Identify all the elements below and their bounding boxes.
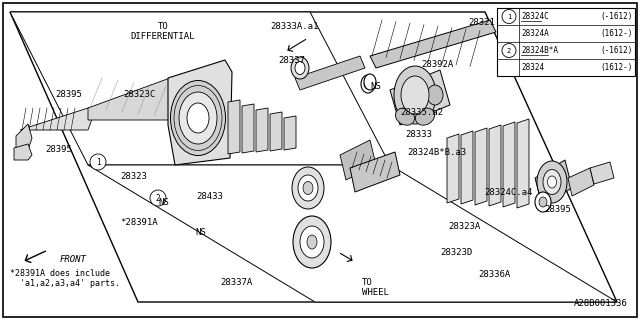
Ellipse shape xyxy=(547,176,557,188)
Text: (1612-): (1612-) xyxy=(600,63,633,72)
Text: NS: NS xyxy=(370,82,381,91)
Ellipse shape xyxy=(179,92,217,144)
Ellipse shape xyxy=(298,175,318,201)
Polygon shape xyxy=(10,12,617,302)
Text: 28324C: 28324C xyxy=(521,12,548,21)
Ellipse shape xyxy=(396,108,415,125)
Polygon shape xyxy=(295,56,365,90)
Circle shape xyxy=(150,190,166,206)
Text: 28323C: 28323C xyxy=(123,90,156,99)
Text: 28336A: 28336A xyxy=(478,270,510,279)
Text: 28324: 28324 xyxy=(521,63,544,72)
Polygon shape xyxy=(88,165,617,302)
Circle shape xyxy=(502,44,516,58)
Text: NS: NS xyxy=(158,198,169,207)
Text: A28B001336: A28B001336 xyxy=(574,299,628,308)
Text: 28395: 28395 xyxy=(55,90,82,99)
Text: 28321: 28321 xyxy=(468,18,495,27)
Ellipse shape xyxy=(539,197,547,207)
Text: (-1612): (-1612) xyxy=(600,12,633,21)
Ellipse shape xyxy=(537,161,567,203)
Polygon shape xyxy=(447,134,459,203)
Polygon shape xyxy=(535,160,572,205)
Polygon shape xyxy=(503,122,515,207)
Ellipse shape xyxy=(394,66,436,124)
Polygon shape xyxy=(88,78,178,120)
Text: *28391A does include
  'a1,a2,a3,a4' parts.: *28391A does include 'a1,a2,a3,a4' parts… xyxy=(10,268,120,288)
Polygon shape xyxy=(284,116,296,150)
Polygon shape xyxy=(370,20,496,68)
Text: 28324B*B.a3: 28324B*B.a3 xyxy=(407,148,466,157)
Polygon shape xyxy=(350,152,400,192)
Ellipse shape xyxy=(292,167,324,209)
Ellipse shape xyxy=(293,216,331,268)
Text: FRONT: FRONT xyxy=(60,255,87,264)
Ellipse shape xyxy=(364,79,372,89)
Text: 28324B*A: 28324B*A xyxy=(521,46,558,55)
Circle shape xyxy=(90,154,106,170)
Text: 28337A: 28337A xyxy=(220,278,252,287)
Ellipse shape xyxy=(427,85,443,105)
Polygon shape xyxy=(568,168,594,196)
Polygon shape xyxy=(340,140,376,180)
Polygon shape xyxy=(517,119,529,208)
Text: 28433: 28433 xyxy=(196,192,223,201)
Polygon shape xyxy=(242,104,254,153)
Ellipse shape xyxy=(361,75,375,93)
Ellipse shape xyxy=(401,76,429,114)
Text: 1: 1 xyxy=(96,157,100,166)
Text: 28395: 28395 xyxy=(544,205,571,214)
Text: NS: NS xyxy=(195,228,205,237)
Text: TO
DIFFERENTIAL: TO DIFFERENTIAL xyxy=(131,22,195,41)
Text: 2: 2 xyxy=(156,194,160,203)
Text: 28333: 28333 xyxy=(405,130,432,139)
Polygon shape xyxy=(16,124,32,150)
Text: 28392A: 28392A xyxy=(421,60,453,69)
Text: 28333A.a1: 28333A.a1 xyxy=(270,22,318,31)
Polygon shape xyxy=(590,162,614,184)
Polygon shape xyxy=(20,108,96,130)
Text: 28395: 28395 xyxy=(45,145,72,154)
Ellipse shape xyxy=(300,226,324,258)
Text: 28323: 28323 xyxy=(120,172,147,181)
Polygon shape xyxy=(475,128,487,205)
Ellipse shape xyxy=(415,108,435,125)
Ellipse shape xyxy=(543,170,561,195)
Polygon shape xyxy=(256,108,268,152)
Text: 1: 1 xyxy=(507,13,511,20)
Polygon shape xyxy=(168,60,232,165)
Ellipse shape xyxy=(295,61,305,75)
Ellipse shape xyxy=(535,192,551,212)
Polygon shape xyxy=(461,131,473,204)
Ellipse shape xyxy=(307,235,317,249)
Polygon shape xyxy=(228,100,240,154)
Polygon shape xyxy=(489,125,501,206)
Polygon shape xyxy=(10,12,390,165)
Text: TO
WHEEL: TO WHEEL xyxy=(362,278,389,297)
Text: *28391A: *28391A xyxy=(120,218,157,227)
Text: 28323A: 28323A xyxy=(448,222,480,231)
Polygon shape xyxy=(14,144,32,160)
Text: 28323D: 28323D xyxy=(440,248,472,257)
Ellipse shape xyxy=(303,181,313,195)
Text: 28324A: 28324A xyxy=(521,29,548,38)
Polygon shape xyxy=(270,112,282,151)
Ellipse shape xyxy=(291,57,309,79)
Text: (1612-): (1612-) xyxy=(600,29,633,38)
Text: 28337: 28337 xyxy=(278,56,305,65)
Bar xyxy=(497,8,635,76)
Text: 28324C.a4: 28324C.a4 xyxy=(484,188,532,197)
Text: 2: 2 xyxy=(507,47,511,53)
Text: 28335.a2: 28335.a2 xyxy=(400,108,443,117)
Ellipse shape xyxy=(170,81,225,156)
Ellipse shape xyxy=(364,74,376,90)
Ellipse shape xyxy=(187,103,209,133)
Text: (-1612): (-1612) xyxy=(600,46,633,55)
Circle shape xyxy=(502,10,516,23)
Polygon shape xyxy=(390,70,450,125)
